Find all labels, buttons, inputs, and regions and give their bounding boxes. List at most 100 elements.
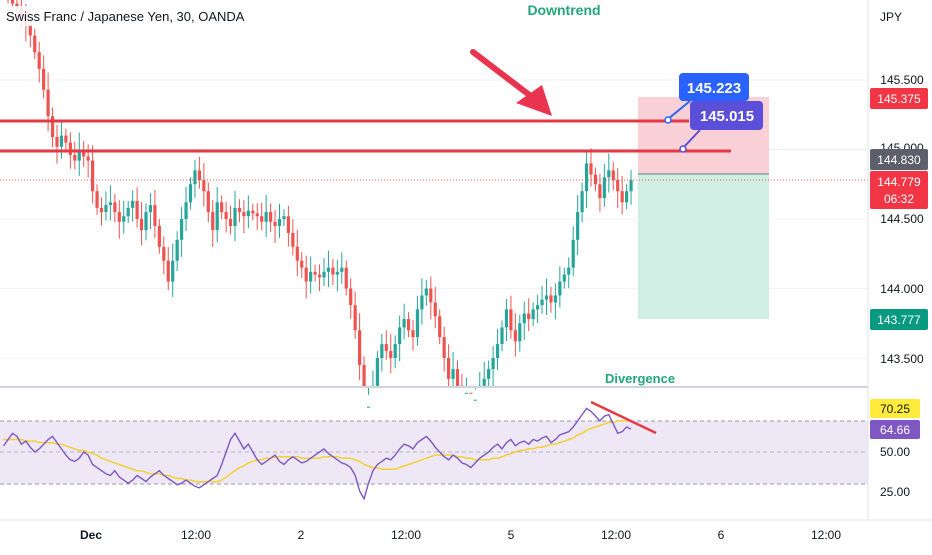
candle bbox=[273, 221, 277, 226]
candle bbox=[384, 344, 388, 352]
candle bbox=[518, 323, 522, 342]
candle bbox=[104, 205, 108, 213]
downtrend-arrow[interactable] bbox=[470, 49, 552, 116]
candle bbox=[504, 309, 509, 328]
candle bbox=[73, 155, 77, 161]
candle bbox=[206, 191, 210, 213]
candle bbox=[509, 309, 513, 331]
candle bbox=[567, 267, 571, 275]
svg-text:144.779: 144.779 bbox=[877, 175, 921, 189]
candle bbox=[175, 239, 179, 261]
badge-target: 145.375 bbox=[870, 88, 928, 109]
candle bbox=[188, 184, 193, 203]
candle bbox=[99, 207, 104, 213]
candle bbox=[331, 267, 335, 275]
candle bbox=[277, 219, 282, 226]
candle bbox=[593, 174, 598, 185]
svg-text:70.25: 70.25 bbox=[880, 402, 910, 416]
candle bbox=[620, 191, 624, 203]
candle bbox=[326, 267, 331, 272]
candle bbox=[55, 136, 59, 147]
candle bbox=[269, 212, 273, 222]
position-stop-zone[interactable] bbox=[638, 174, 769, 319]
callout-upper-text: 145.223 bbox=[687, 80, 741, 97]
candle bbox=[540, 299, 544, 306]
candle bbox=[527, 313, 531, 320]
candle bbox=[237, 207, 242, 213]
currency-label: JPY bbox=[880, 10, 902, 24]
candle bbox=[607, 170, 611, 178]
price-tick: 144.500 bbox=[880, 212, 924, 226]
candle bbox=[611, 170, 615, 181]
candle bbox=[224, 212, 228, 219]
time-label: 2 bbox=[298, 528, 305, 542]
candle bbox=[139, 219, 144, 231]
candle bbox=[335, 271, 339, 275]
candle bbox=[344, 267, 348, 289]
rsi-ma-line bbox=[3, 419, 632, 483]
candle bbox=[242, 212, 246, 217]
badge-rsi-ma: 70.25 bbox=[870, 399, 920, 418]
candle bbox=[197, 170, 201, 181]
candle bbox=[362, 364, 366, 386]
badge-stop: 143.777 bbox=[870, 309, 928, 330]
price-tick: 145.500 bbox=[880, 73, 924, 87]
candle bbox=[420, 295, 424, 310]
divergence-line[interactable] bbox=[590, 400, 657, 435]
candle bbox=[122, 216, 126, 222]
candle bbox=[171, 260, 175, 282]
candle bbox=[59, 135, 64, 147]
candle bbox=[602, 177, 606, 199]
candle bbox=[549, 295, 553, 303]
bar-countdown: 06:32 bbox=[884, 192, 914, 206]
candle bbox=[544, 295, 549, 300]
candle bbox=[500, 327, 504, 345]
candle bbox=[589, 163, 593, 175]
symbol-title[interactable]: Swiss Franc / Japanese Yen, 30, OANDA bbox=[6, 9, 245, 24]
time-label: 6 bbox=[718, 528, 725, 542]
candle bbox=[536, 305, 540, 310]
candle bbox=[317, 274, 322, 278]
candle bbox=[522, 313, 526, 324]
svg-text:143.777: 143.777 bbox=[877, 313, 921, 327]
callout-upper[interactable]: 145.223 bbox=[664, 73, 749, 124]
candle bbox=[113, 202, 117, 213]
candle bbox=[162, 246, 166, 261]
price-tick: 144.000 bbox=[880, 282, 924, 296]
downtrend-label: Downtrend bbox=[527, 2, 600, 18]
time-label: Dec bbox=[80, 528, 102, 542]
candle bbox=[513, 330, 517, 342]
time-label: 5 bbox=[508, 528, 515, 542]
candle bbox=[358, 330, 362, 365]
candle bbox=[625, 191, 629, 203]
candle bbox=[135, 200, 139, 219]
candle bbox=[42, 68, 46, 90]
svg-text:144.830: 144.830 bbox=[877, 153, 921, 167]
candle bbox=[228, 219, 233, 226]
rsi-tick: 50.00 bbox=[880, 445, 910, 459]
candle bbox=[37, 52, 41, 69]
candle bbox=[300, 260, 304, 268]
candle bbox=[295, 246, 299, 261]
candle bbox=[406, 319, 411, 331]
candle bbox=[433, 302, 437, 317]
rsi-line bbox=[3, 407, 632, 501]
candle bbox=[86, 156, 90, 161]
candle bbox=[393, 344, 397, 358]
candle bbox=[144, 212, 148, 231]
time-label: 12:00 bbox=[811, 528, 841, 542]
candle bbox=[487, 369, 491, 379]
candle bbox=[313, 271, 317, 275]
candle bbox=[15, 3, 19, 8]
candle bbox=[166, 260, 170, 282]
candle bbox=[193, 170, 197, 185]
candle bbox=[33, 35, 37, 53]
candle bbox=[131, 200, 135, 208]
time-label: 12:00 bbox=[181, 528, 211, 542]
candle bbox=[469, 392, 473, 394]
time-label: 12:00 bbox=[391, 528, 421, 542]
candle bbox=[380, 344, 384, 358]
callout-lower[interactable]: 145.015 bbox=[679, 101, 763, 153]
